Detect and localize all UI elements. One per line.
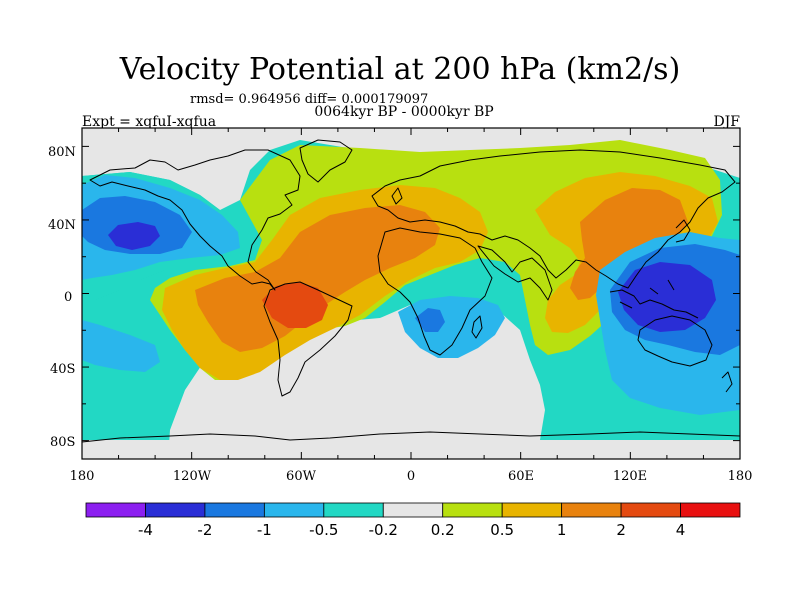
field-neg-weak-spacific xyxy=(82,320,160,372)
lon-label-60w: 60W xyxy=(286,469,317,484)
colorbar-label: -2 xyxy=(197,521,212,539)
experiment-label: Expt = xqfuI-xqfua xyxy=(82,114,217,130)
lat-labels: 80N 40N 0 40S 80S xyxy=(48,145,76,450)
lat-label-40s: 40S xyxy=(50,362,75,377)
lon-label-180w: 180 xyxy=(70,469,95,484)
lon-label-120e: 120E xyxy=(613,469,647,484)
field-neg-mod-africa xyxy=(415,308,445,332)
coast-greenland xyxy=(299,139,353,183)
colorbar-swatch xyxy=(442,502,503,518)
rmsd-diff-stats: rmsd= 0.964956 diff= 0.000179097 xyxy=(190,92,429,107)
colorbar-label: -1 xyxy=(257,521,272,539)
season-label: DJF xyxy=(713,114,740,130)
colorbar-swatch xyxy=(204,502,265,518)
period-label: 0064kyr BP - 0000kyr BP xyxy=(314,104,494,120)
colorbar-label: 1 xyxy=(557,521,567,539)
field-pos-mod-atlantic xyxy=(195,205,440,352)
colorbar-label: -0.5 xyxy=(309,521,338,539)
coast-north-america xyxy=(89,149,301,291)
coast-africa xyxy=(377,227,493,356)
lat-label-80n: 80N xyxy=(48,145,76,160)
colorbar-label: 0.2 xyxy=(431,521,455,539)
axis-ticks xyxy=(81,128,741,459)
colorbar-swatch xyxy=(680,502,741,518)
colorbar-swatch xyxy=(145,502,206,518)
coast-eurasia xyxy=(371,149,736,289)
lat-label-80s: 80S xyxy=(50,435,75,450)
colorbar xyxy=(85,502,741,518)
field-pos-strong-samerica xyxy=(262,282,328,328)
lon-label-0: 0 xyxy=(407,469,415,484)
colorbar-label: 0.5 xyxy=(490,521,514,539)
colorbar-swatch xyxy=(501,502,563,518)
map-plot-area xyxy=(82,128,740,459)
coast-madagascar xyxy=(471,315,483,339)
field-neg-strong-npacific xyxy=(108,222,160,250)
coast-australia xyxy=(637,315,713,367)
coast-japan xyxy=(675,219,691,243)
coast-newzealand xyxy=(721,371,733,393)
coast-uk xyxy=(391,187,403,205)
colorbar-swatch xyxy=(263,502,325,518)
lon-label-120w: 120W xyxy=(173,469,212,484)
colorbar-swatch xyxy=(382,502,444,518)
lat-label-0: 0 xyxy=(64,290,72,305)
colorbar-swatch xyxy=(620,502,681,518)
colorbar-label: -0.2 xyxy=(369,521,398,539)
coastlines xyxy=(81,139,741,443)
colorbar-labels: -4 -2 -1 -0.5 -0.2 0.2 0.5 1 2 4 xyxy=(138,521,685,539)
coast-arabia-india xyxy=(477,245,553,301)
colorbar-swatch xyxy=(323,502,384,518)
colorbar-swatch xyxy=(561,502,622,518)
coast-maritime xyxy=(609,279,699,319)
lon-labels: 180 120W 60W 0 60E 120E 180 xyxy=(70,469,753,484)
lat-label-40n: 40N xyxy=(48,218,76,233)
colorbar-label: -4 xyxy=(138,521,153,539)
colorbar-label: 2 xyxy=(616,521,626,539)
colorbar-label: 4 xyxy=(676,521,686,539)
coast-south-america xyxy=(263,281,353,397)
colorbar-swatch xyxy=(85,502,146,518)
coast-antarctica xyxy=(81,431,741,443)
lon-label-180e: 180 xyxy=(728,469,753,484)
lon-label-60e: 60E xyxy=(508,469,534,484)
chart-title: Velocity Potential at 200 hPa (km2/s) xyxy=(119,52,681,87)
